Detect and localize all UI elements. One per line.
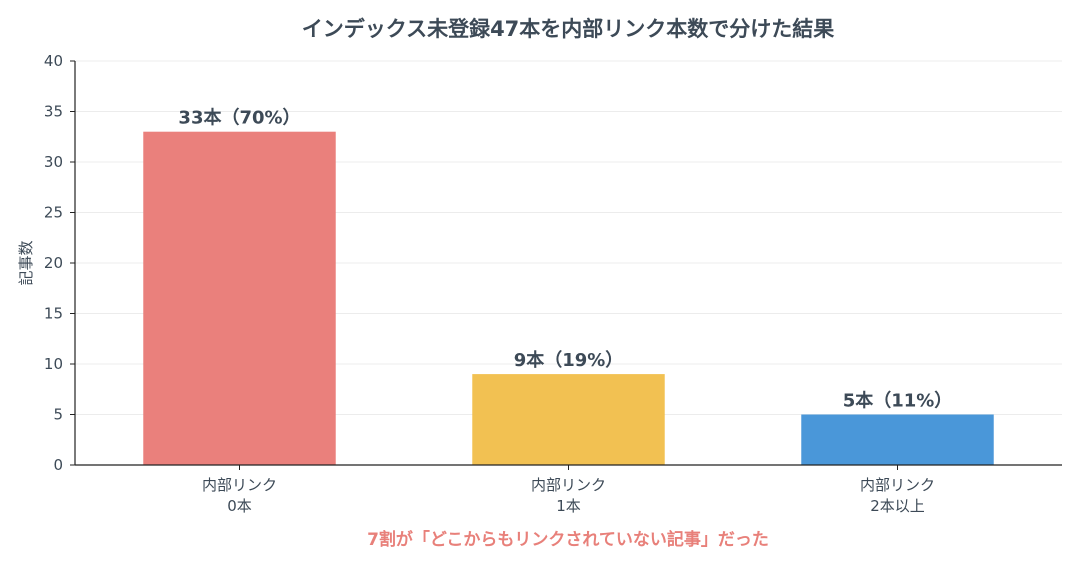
y-tick-label: 10 <box>44 355 63 373</box>
chart-title: インデックス未登録47本を内部リンク本数で分けた結果 <box>302 17 835 41</box>
x-category-label: 1本 <box>556 497 581 515</box>
y-tick-label: 25 <box>44 204 63 222</box>
y-tick-label: 20 <box>44 254 63 272</box>
bar-data-label: 9本（19%） <box>514 349 624 371</box>
y-tick-label: 0 <box>53 456 63 474</box>
y-tick-label: 15 <box>44 305 63 323</box>
y-tick-label: 5 <box>53 406 63 424</box>
x-category-label: 2本以上 <box>870 497 925 515</box>
bar <box>472 374 665 465</box>
bar-data-label: 5本（11%） <box>843 390 953 412</box>
bars <box>143 131 994 465</box>
y-tick-label: 35 <box>44 103 63 121</box>
y-axis-label: 記事数 <box>17 240 35 285</box>
x-axis-categories: 内部リンク 0本 内部リンク 1本 内部リンク 2本以上 <box>202 465 935 515</box>
bar-data-label: 33本（70%） <box>178 107 300 129</box>
x-category-label: 内部リンク <box>531 476 606 494</box>
x-category-label: 内部リンク <box>202 476 277 494</box>
x-category-label: 内部リンク <box>860 476 935 494</box>
data-labels: 33本（70%） 9本（19%） 5本（11%） <box>178 107 952 412</box>
y-tick-label: 40 <box>44 52 63 70</box>
chart-annotation: 7割が「どこからもリンクされていない記事」だった <box>367 529 769 550</box>
x-category-label: 0本 <box>227 497 252 515</box>
y-axis-ticks: 0 5 10 15 20 25 30 35 40 <box>44 52 75 474</box>
y-tick-label: 30 <box>44 153 63 171</box>
bar <box>143 131 336 465</box>
bar <box>801 414 994 465</box>
